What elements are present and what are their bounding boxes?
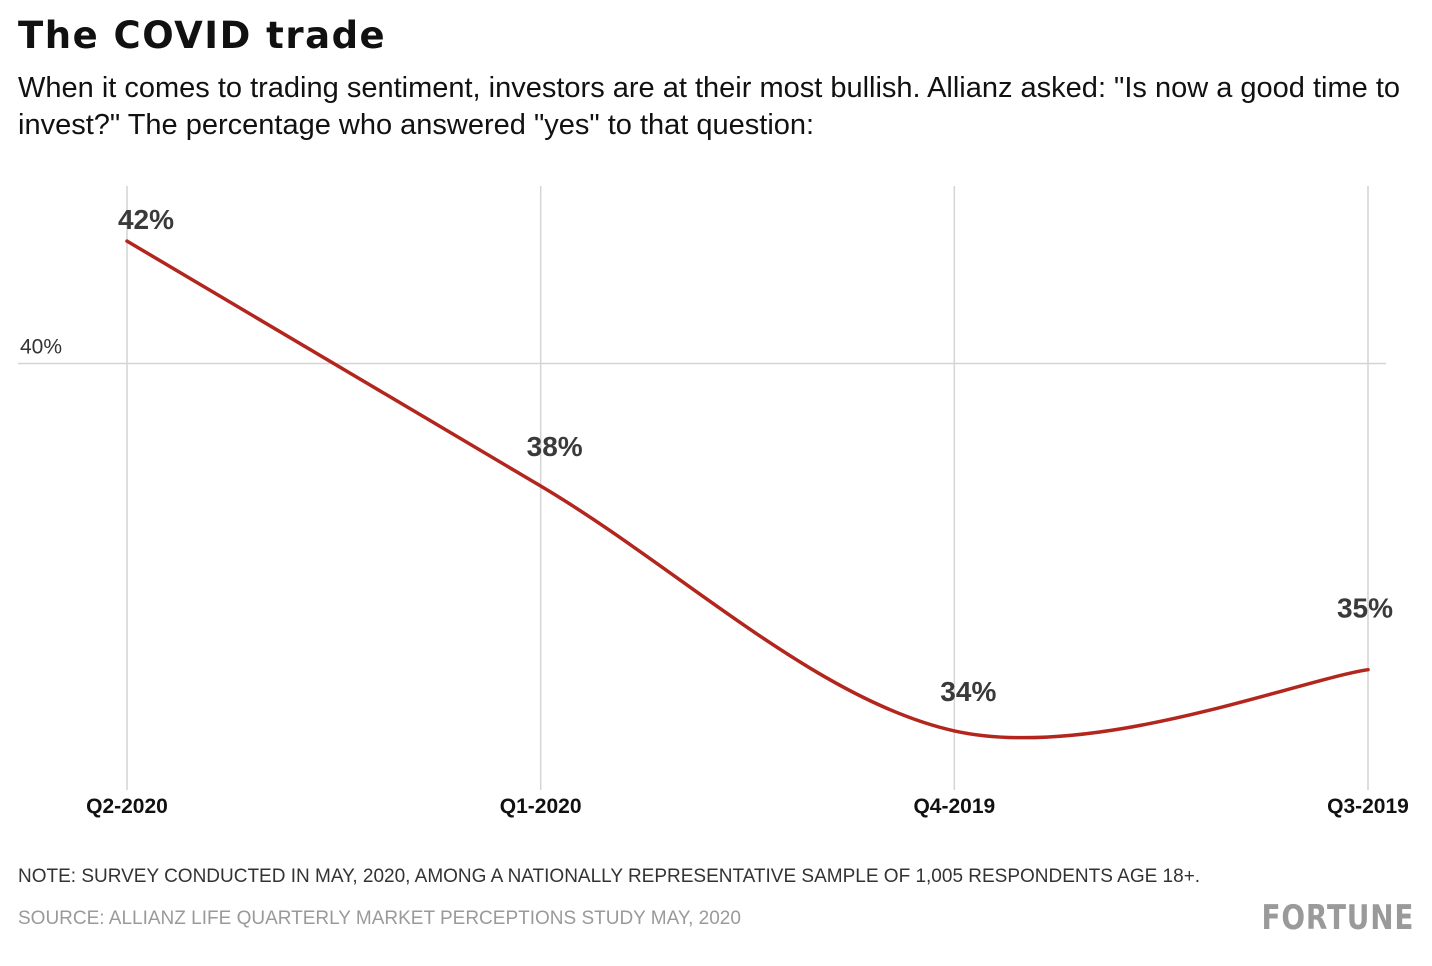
axis-labels: 40% Q2-2020 Q1-2020 Q4-2019 Q3-2019: [20, 336, 1409, 818]
data-label: 42%: [118, 204, 174, 235]
y-tick-label: 40%: [20, 336, 62, 359]
series-line-group: [125, 239, 1370, 740]
grid-lines: [18, 186, 1386, 790]
data-label: 35%: [1337, 593, 1393, 624]
x-tick-label: Q4-2019: [913, 795, 995, 818]
chart-title: The COVID trade: [18, 14, 387, 57]
source-credit: SOURCE: ALLIANZ LIFE QUARTERLY MARKET PE…: [18, 908, 741, 929]
data-label: 38%: [527, 431, 583, 462]
x-tick-label: Q3-2019: [1327, 795, 1409, 818]
x-tick-label: Q2-2020: [86, 795, 168, 818]
data-label: 34%: [940, 676, 996, 707]
x-tick-label: Q1-2020: [500, 795, 582, 818]
series-line: [125, 239, 1370, 740]
fortune-logo: FORTUNE: [1261, 898, 1414, 938]
footnote: NOTE: SURVEY CONDUCTED IN MAY, 2020, AMO…: [18, 866, 1201, 887]
data-labels: 42% 38% 34% 35%: [118, 204, 1393, 707]
chart-subtitle: When it comes to trading sentiment, inve…: [18, 72, 1401, 141]
